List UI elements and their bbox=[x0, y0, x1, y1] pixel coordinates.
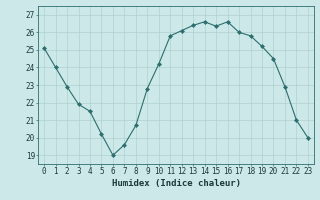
X-axis label: Humidex (Indice chaleur): Humidex (Indice chaleur) bbox=[111, 179, 241, 188]
